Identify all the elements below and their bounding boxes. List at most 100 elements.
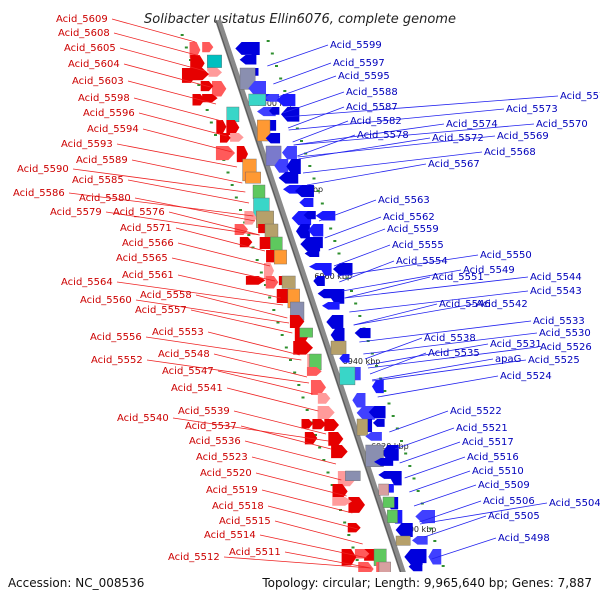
reverse-gene-arrow	[395, 523, 413, 537]
gene-label-forward: Acid_5594	[87, 124, 139, 135]
gene-label-forward: Acid_5547	[162, 366, 214, 377]
gene-feature-box	[345, 470, 361, 481]
gene-label-forward: Acid_5558	[140, 290, 192, 301]
reverse-gene-arrow	[239, 55, 257, 65]
tick-mark	[333, 240, 337, 242]
gene-label-reverse: Acid_5551	[432, 272, 484, 283]
gene-label-forward: Acid_5603	[72, 76, 124, 87]
tick-mark	[318, 446, 322, 449]
tick-mark	[184, 46, 188, 49]
forward-gene-arrow	[332, 497, 352, 506]
tick-mark	[304, 152, 308, 155]
reverse-gene-arrow	[235, 42, 254, 55]
leader-line-reverse	[297, 134, 356, 157]
gene-feature-box	[299, 327, 313, 338]
leader-line-reverse	[287, 106, 345, 129]
forward-gene-arrow	[265, 276, 279, 289]
leader-line-reverse	[413, 484, 477, 507]
tick-mark	[289, 359, 292, 361]
gene-feature-box	[387, 509, 398, 524]
gene-feature-box	[356, 418, 368, 436]
gene-feature-box	[265, 145, 282, 166]
leader-line-reverse	[353, 303, 438, 326]
gene-label-forward: Acid_5596	[83, 108, 135, 119]
leader-line-forward	[207, 331, 300, 356]
forward-gene-arrow	[226, 120, 240, 136]
gene-label-reverse: Acid_5588	[346, 87, 398, 98]
leader-line-forward	[244, 440, 337, 465]
gene-label-forward: Acid_5609	[56, 14, 108, 25]
gene-label-forward: Acid_5553	[152, 327, 204, 338]
leader-line-forward	[251, 456, 342, 481]
leader-line-forward	[274, 520, 363, 545]
leader-line-forward	[255, 472, 347, 497]
forward-gene-arrow	[236, 146, 248, 163]
gene-label-reverse: Acid_5572	[432, 133, 484, 144]
tick-mark	[297, 384, 301, 386]
leader-line-reverse	[369, 352, 427, 375]
leader-line-reverse	[424, 515, 487, 538]
tick-mark	[230, 184, 234, 186]
gene-label-reverse: Acid_5526	[540, 342, 592, 353]
gene-label-reverse: Acid_5544	[530, 272, 582, 283]
forward-gene-arrow	[181, 68, 196, 83]
gene-label-reverse: Acid_5524	[500, 371, 552, 382]
tick-mark	[391, 415, 395, 417]
tick-mark	[275, 65, 278, 67]
forward-gene-arrow	[317, 393, 331, 404]
reverse-gene-arrow	[269, 107, 280, 115]
tick-mark	[268, 296, 272, 299]
gene-feature-box	[274, 249, 287, 265]
tick-mark	[433, 540, 437, 542]
forward-gene-arrow	[328, 432, 344, 446]
gene-label-reverse: Acid_5573	[506, 104, 558, 115]
reverse-gene-arrow	[308, 224, 324, 237]
leader-line-forward	[259, 534, 368, 559]
tick-mark	[308, 165, 312, 167]
tick-mark	[330, 484, 334, 486]
gene-label-reverse: Acid_5538	[424, 333, 476, 344]
leader-line-reverse	[344, 276, 431, 299]
reverse-gene-arrow	[247, 42, 260, 56]
leader-line-reverse	[364, 337, 423, 360]
tick-mark	[351, 546, 355, 549]
gene-label-reverse: Acid_5531	[490, 339, 542, 350]
tick-mark	[326, 471, 330, 474]
leader-line-forward	[233, 410, 327, 435]
leader-line-forward	[72, 168, 246, 193]
leader-line-forward	[134, 197, 256, 222]
leader-line-reverse	[409, 470, 471, 493]
gene-label-reverse: Acid_5543	[530, 286, 582, 297]
tick-mark	[295, 127, 299, 130]
reverse-gene-arrow	[264, 94, 280, 102]
tick-mark	[416, 490, 420, 492]
reverse-gene-arrow	[428, 549, 442, 565]
tick-mark	[312, 177, 316, 180]
reverse-gene-arrow	[278, 172, 299, 184]
scale-label-bg	[340, 356, 389, 367]
leader-line-forward	[111, 18, 196, 43]
leader-line-reverse	[284, 95, 559, 118]
gene-label-forward: Acid_5520	[200, 468, 252, 479]
gene-feature-box	[248, 93, 267, 106]
leader-line-reverse	[344, 276, 529, 299]
tick-mark	[412, 477, 416, 480]
gene-label-reverse: Acid_5570	[536, 119, 588, 130]
label-leader-lines	[68, 18, 559, 569]
gene-label-reverse: Acid_5498	[498, 533, 550, 544]
gene-label-reverse: Acid_5595	[338, 71, 390, 82]
tick-mark	[209, 121, 213, 124]
gene-label-reverse: Acid_5525	[528, 355, 580, 366]
leader-line-forward	[172, 417, 329, 442]
leader-line-reverse	[293, 123, 535, 146]
gene-label-reverse: Acid_5504	[549, 498, 600, 509]
leader-line-reverse	[366, 343, 489, 366]
gene-label-reverse: Acid_5549	[463, 265, 515, 276]
gene-label-reverse: Acid_5597	[333, 58, 385, 69]
tick-mark	[383, 390, 387, 392]
scale-label: 6960 kbp	[314, 272, 352, 281]
leader-line-reverse	[359, 320, 532, 343]
gene-label-forward: Acid_5564	[61, 277, 113, 288]
leader-line-forward	[146, 359, 310, 384]
